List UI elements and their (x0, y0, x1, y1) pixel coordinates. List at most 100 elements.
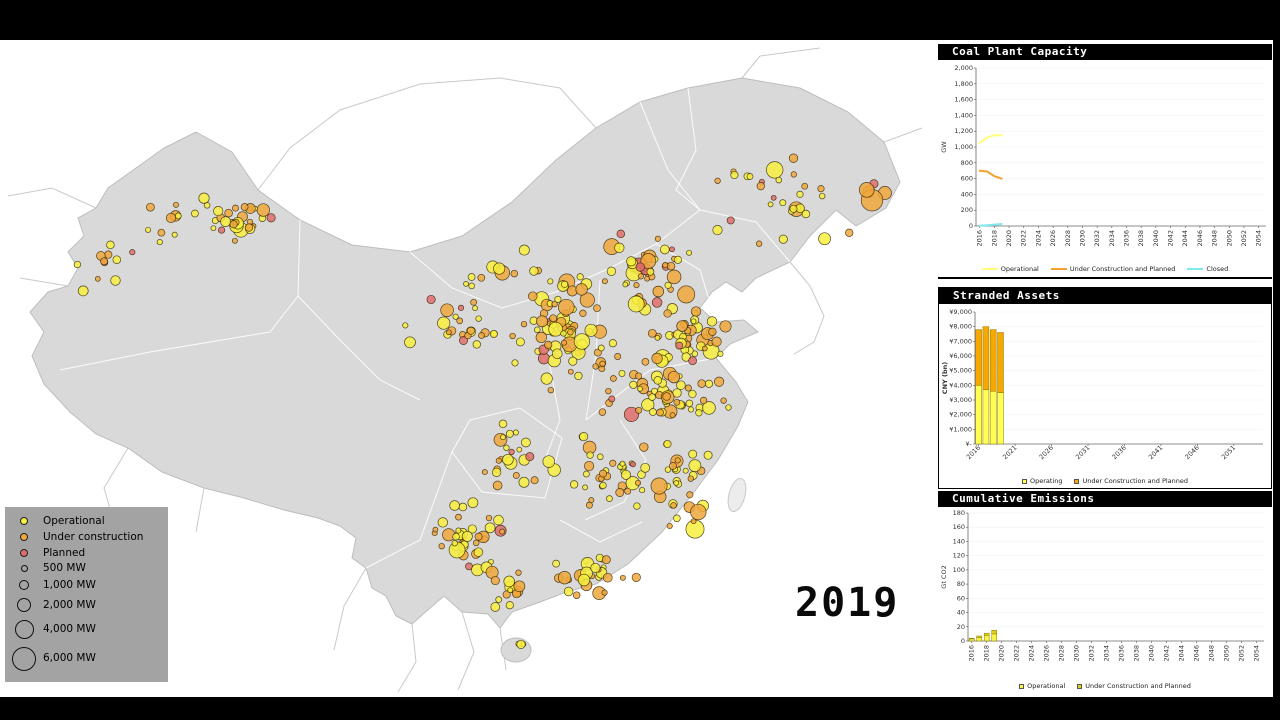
svg-text:100: 100 (953, 566, 965, 574)
plant-bubble (503, 575, 515, 588)
legend-row-operational: Operational (5, 513, 168, 529)
plant-bubble (77, 285, 89, 297)
plant-bubble (697, 379, 706, 388)
svg-text:1,800: 1,800 (954, 80, 973, 88)
plant-bubble (544, 340, 553, 349)
plant-bubble (789, 204, 798, 213)
bar-segment (983, 632, 990, 636)
plant-bubble (588, 497, 595, 504)
plant-bubble (619, 460, 626, 467)
plant-bubble (432, 526, 439, 533)
plant-bubble (577, 573, 591, 587)
plant-bubble (561, 339, 567, 346)
plant-bubble (686, 491, 694, 499)
svg-text:2052: 2052 (1240, 230, 1248, 247)
plant-bubble (485, 514, 493, 522)
plant-bubble (790, 171, 797, 178)
plant-bubble (726, 216, 735, 225)
svg-text:0: 0 (961, 637, 965, 645)
plant-bubble (770, 194, 777, 201)
plant-bubble (191, 209, 199, 218)
stranded-chart-legend: Operating Under Construction and Planned (939, 476, 1271, 488)
plant-bubble (516, 446, 523, 453)
plant-bubble (767, 201, 774, 208)
legend-swatch-icon (1077, 683, 1083, 689)
svg-text:800: 800 (961, 159, 973, 167)
svg-text:120: 120 (953, 552, 965, 560)
plant-bubble (673, 480, 680, 486)
plant-bubble (775, 176, 783, 184)
plant-bubble (466, 326, 475, 335)
svg-text:¥1,000: ¥1,000 (949, 425, 972, 433)
svg-text:2046: 2046 (1193, 645, 1201, 662)
plant-bubble (688, 449, 698, 459)
plant-bubble (666, 261, 676, 271)
plant-bubble (515, 569, 522, 576)
plant-bubble (730, 170, 739, 180)
plant-bubble (525, 452, 535, 462)
plant-bubble (530, 476, 539, 485)
legend-label: Under construction (43, 530, 144, 543)
svg-text:2026: 2026 (1049, 230, 1057, 247)
plant-bubble (579, 309, 587, 317)
legend-item-operational: Operational (981, 265, 1039, 273)
series-closed (978, 223, 1003, 227)
plant-bubble (507, 587, 514, 594)
emissions-plot-area: 0 20 40 60 80 100 120 140 160 180 2016 2018 2020 2022… (938, 507, 1272, 681)
svg-text:2044: 2044 (1181, 230, 1189, 247)
svg-text:20: 20 (957, 623, 965, 631)
plant-bubble (536, 315, 549, 328)
svg-text:160: 160 (953, 523, 965, 531)
svg-text:200: 200 (961, 206, 973, 214)
plant-bubble (500, 434, 506, 441)
plant-bubble (516, 639, 526, 649)
emissions-chart-legend: Operational Under Construction and Planne… (938, 681, 1272, 693)
plant-bubble (73, 260, 82, 269)
plant-bubble (452, 532, 460, 541)
svg-text:2032: 2032 (1093, 230, 1101, 247)
bar-segment (997, 332, 1004, 393)
plant-bubble (639, 487, 646, 494)
legend-item-closed: Closed (1187, 265, 1228, 273)
plant-bubble (576, 273, 584, 281)
plant-bubble (452, 313, 459, 320)
legend-row-under-construction: Under construction (5, 529, 168, 545)
stranded-plot: ¥- ¥1,000 ¥2,000 ¥3,000 ¥4,000 ¥5,000 ¥6,000 ¥7… (941, 308, 1263, 461)
legend-swatch-icon (1050, 268, 1067, 270)
svg-text:1,400: 1,400 (954, 111, 973, 119)
plant-bubble (574, 371, 583, 381)
plant-bubble (575, 283, 588, 296)
svg-text:2024: 2024 (1028, 645, 1036, 662)
plant-bubble (614, 242, 625, 253)
plant-bubble (606, 495, 613, 502)
plant-bubble (229, 220, 238, 229)
legend-item-under-construction-and-planned: Under Construction and Planned (1050, 265, 1175, 273)
plant-bubble (711, 336, 722, 347)
plant-bubble (548, 321, 564, 337)
plant-bubble (766, 161, 784, 179)
plant-bubble (639, 442, 649, 452)
svg-text:2050: 2050 (1223, 645, 1231, 662)
plant-bubble (426, 294, 436, 305)
svg-text:2054: 2054 (1253, 645, 1261, 662)
plant-bubble (582, 484, 588, 491)
svg-text:2038: 2038 (1133, 645, 1141, 662)
legend-row-2000mw: 2,000 MW (5, 594, 168, 616)
plant-bubble (457, 304, 465, 311)
plant-bubble (455, 527, 462, 534)
capacity-chart-legend: Operational Under Construction and Planne… (938, 264, 1272, 276)
svg-text:Gt CO2: Gt CO2 (940, 565, 948, 588)
plant-bubble (165, 212, 177, 223)
plant-bubble (648, 393, 656, 401)
plant-bubble (232, 204, 239, 212)
plant-bubble (490, 602, 501, 612)
stranded-plot-area: ¥- ¥1,000 ¥2,000 ¥3,000 ¥4,000 ¥5,000 ¥6,000 ¥7… (939, 304, 1271, 476)
plant-bubble (579, 432, 589, 442)
plant-bubble (675, 341, 684, 350)
svg-text:2020: 2020 (998, 645, 1006, 662)
plant-bubble (475, 315, 482, 322)
legend-label: 4,000 MW (43, 623, 96, 636)
legend-label: 1,000 MW (43, 578, 96, 591)
plant-bubble (510, 269, 519, 278)
